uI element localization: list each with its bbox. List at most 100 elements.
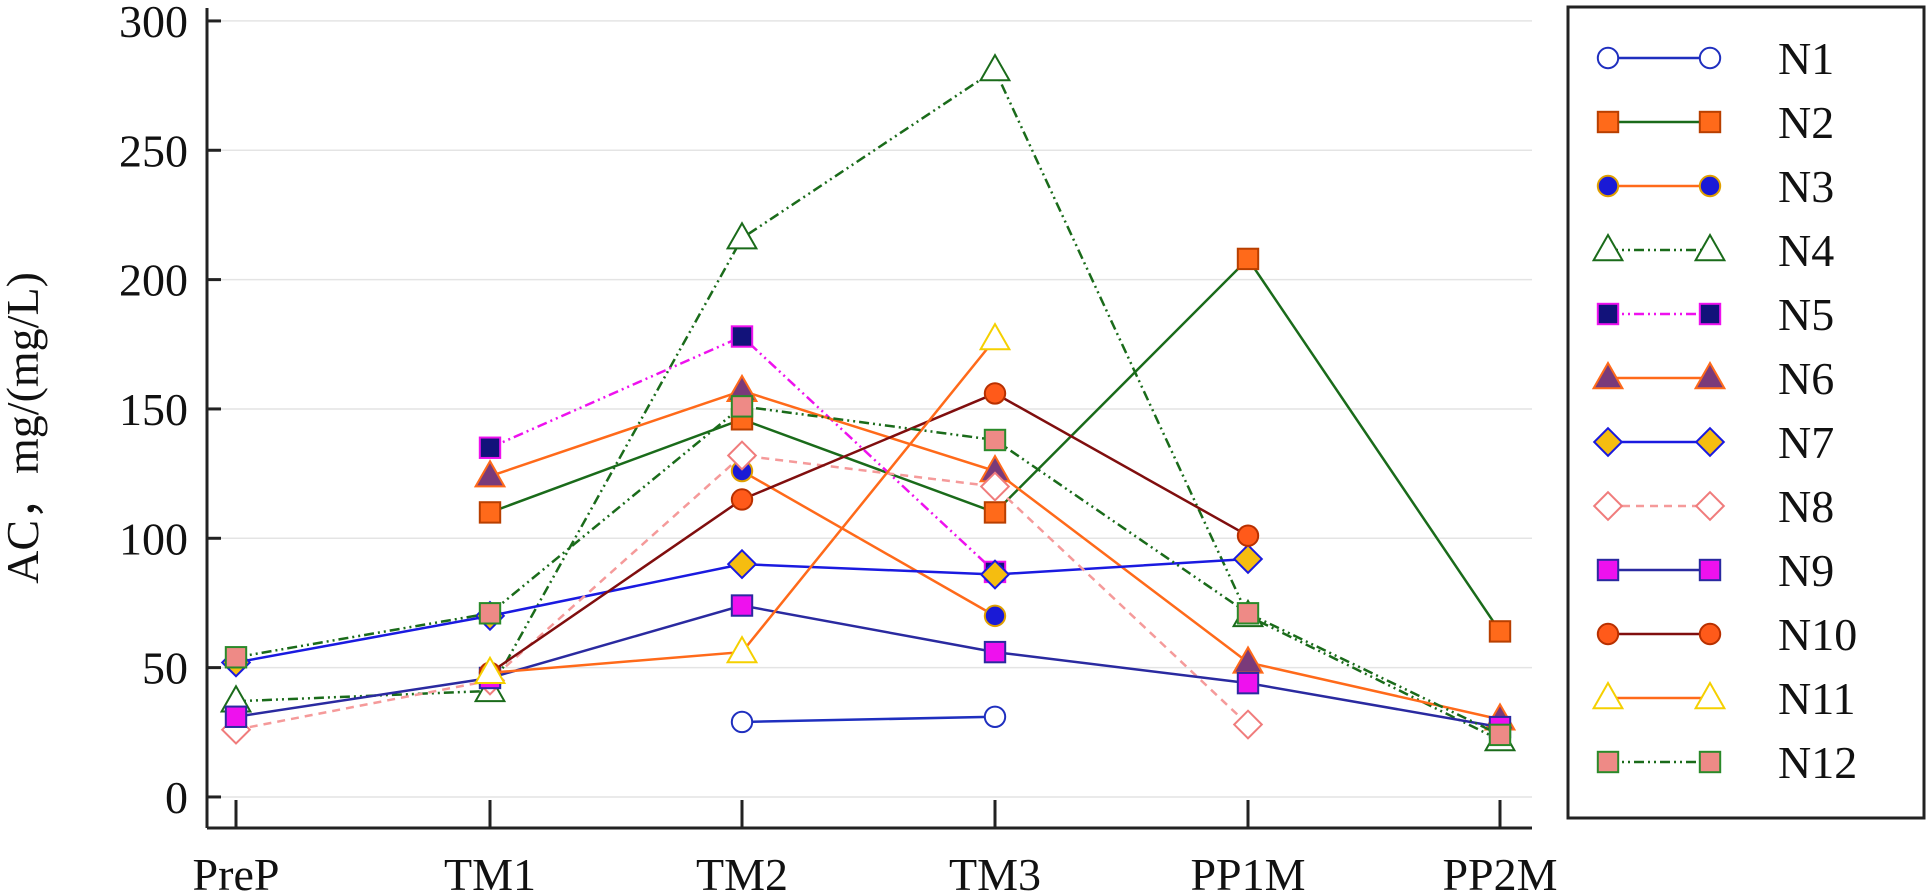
data-point	[730, 710, 754, 734]
legend-label: N5	[1778, 289, 1834, 340]
legend-marker	[1596, 302, 1620, 326]
series-line	[235, 604, 1501, 729]
data-point	[730, 325, 754, 348]
data-point	[983, 705, 1007, 728]
series-n12	[224, 395, 1512, 747]
series-n1	[730, 705, 1007, 734]
x-tick-label: PreP	[193, 849, 280, 894]
legend-item-n6: N6	[1591, 353, 1834, 404]
legend-item-n2: N2	[1596, 97, 1834, 148]
data-point	[725, 635, 759, 664]
data-point	[224, 646, 248, 669]
series-line	[235, 405, 1501, 737]
legend-marker	[1694, 426, 1726, 458]
legend-marker	[1693, 360, 1727, 390]
data-point	[1232, 543, 1264, 575]
legend-label: N8	[1778, 481, 1834, 532]
data-point	[1231, 645, 1265, 674]
legend-marker	[1591, 680, 1625, 710]
x-tick-label: TM2	[696, 849, 788, 894]
series-n8	[220, 440, 1264, 745]
data-point	[730, 395, 754, 418]
series-lines	[219, 53, 1517, 752]
gridlines	[207, 20, 1532, 798]
legend-item-n3: N3	[1596, 161, 1834, 212]
series-n4	[219, 53, 1517, 752]
legend-item-n7: N7	[1592, 417, 1834, 468]
legend-marker	[1698, 46, 1722, 70]
legend-item-n8: N8	[1592, 481, 1834, 532]
data-point	[979, 559, 1011, 590]
data-point	[983, 382, 1007, 405]
legend-label: N3	[1778, 161, 1834, 212]
legend-item-n11: N11	[1591, 673, 1856, 724]
legend-marker	[1596, 110, 1620, 134]
x-tick-label: TM1	[444, 849, 536, 894]
series-n9	[224, 594, 1512, 739]
x-tick-label: PP1M	[1190, 849, 1305, 894]
legend-marker	[1591, 232, 1625, 262]
legend-item-n10: N10	[1596, 609, 1857, 660]
legend-item-n1: N1	[1596, 33, 1834, 84]
data-point	[224, 705, 248, 728]
data-point	[983, 428, 1007, 452]
legend-label: N2	[1778, 97, 1834, 148]
legend-marker	[1596, 46, 1620, 70]
legend-box	[1566, 5, 1926, 820]
legend-marker	[1596, 622, 1620, 646]
series-line	[489, 392, 1249, 674]
legend-marker	[1698, 174, 1722, 198]
data-point	[1488, 723, 1512, 747]
axes: AC，mg/(mg/L) 0 50 100 150 200 250 300 PreP TM1 TM…	[0, 0, 1558, 894]
y-tick-label: 150	[119, 384, 188, 435]
series-line	[235, 454, 1249, 731]
data-point	[478, 501, 502, 524]
data-point	[978, 53, 1012, 82]
legend-marker	[1596, 174, 1620, 198]
data-point	[979, 471, 1011, 502]
y-tick-label: 0	[165, 772, 188, 823]
series-line	[235, 68, 1501, 742]
data-point	[978, 322, 1012, 351]
legend-marker	[1596, 750, 1620, 774]
y-tick-label: 200	[119, 255, 188, 306]
y-tick-label: 100	[119, 513, 188, 564]
data-point	[730, 594, 754, 617]
data-point	[725, 221, 759, 250]
data-point	[1236, 602, 1260, 625]
series-n10	[478, 382, 1260, 684]
legend-marker	[1698, 110, 1722, 134]
legend-item-n5: N5	[1596, 289, 1834, 340]
legend: N1 N2 N3 N4 N5 N6 N7 N8 N9 N10 N11 N12	[1566, 5, 1926, 820]
legend-item-n9: N9	[1596, 545, 1834, 596]
legend-item-n4: N4	[1591, 225, 1834, 276]
legend-marker	[1592, 426, 1624, 458]
legend-marker	[1698, 302, 1722, 326]
legend-item-n12: N12	[1596, 737, 1857, 788]
series-line	[741, 469, 996, 617]
legend-marker	[1698, 622, 1722, 646]
x-tick-label: TM3	[949, 849, 1041, 894]
data-point	[730, 488, 754, 511]
legend-label: N1	[1778, 33, 1834, 84]
data-point	[1232, 709, 1264, 740]
series-line	[741, 715, 996, 724]
legend-marker	[1693, 232, 1727, 262]
data-point	[478, 436, 502, 459]
data-point	[983, 501, 1007, 524]
data-point	[726, 548, 758, 580]
legend-marker	[1596, 558, 1620, 582]
data-point	[726, 440, 758, 471]
legend-marker	[1592, 490, 1624, 522]
data-point	[1236, 524, 1260, 547]
legend-label: N6	[1778, 353, 1834, 404]
y-tick-label: 250	[119, 125, 188, 176]
data-point	[1236, 247, 1260, 271]
data-point	[1488, 620, 1512, 643]
data-point	[478, 602, 502, 625]
y-tick-label: 50	[142, 643, 188, 694]
legend-label: N7	[1778, 417, 1834, 468]
series-n11	[473, 322, 1012, 684]
x-tick-label: PP2M	[1442, 849, 1557, 894]
